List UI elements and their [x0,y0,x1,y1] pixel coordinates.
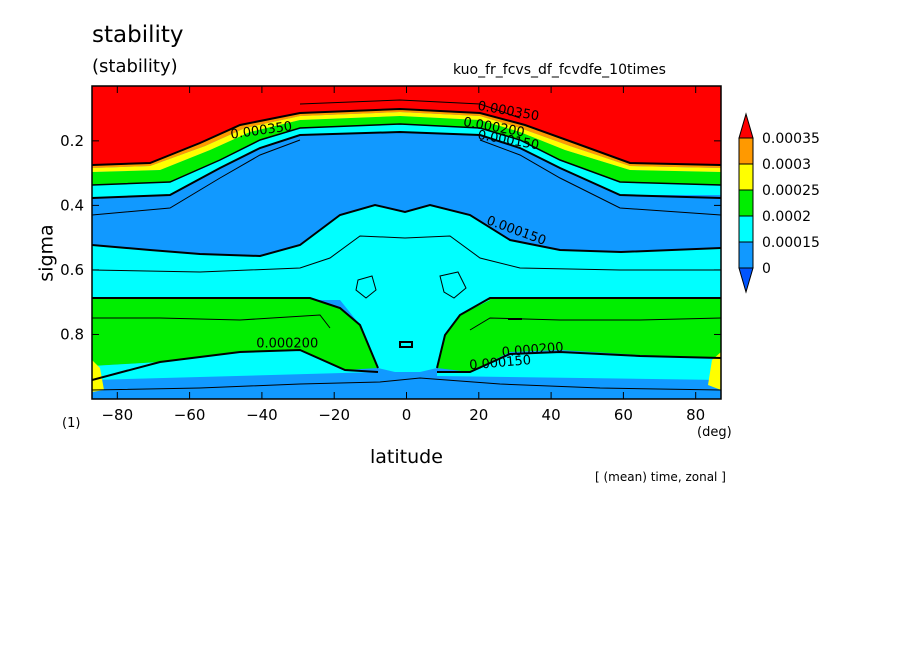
fill-yellow-top [92,112,721,172]
y-tick-label: 0.4 [60,196,84,214]
colorbar-level-label: 0.00035 [762,131,820,147]
chart-title: stability [92,22,184,48]
colorbar-upper-triangle [738,112,754,139]
contour-line-thin-4 [92,139,721,216]
x-tick-label: −20 [318,406,350,424]
x-tick-label: 40 [542,406,561,424]
chart-subtitle: (stability) [92,56,178,77]
contour-line-0.0002-low [92,297,379,369]
y-axis-unit: (1) [62,416,81,431]
contour-line-0.00015-top [92,130,721,199]
contour-line-0.0002-low-right [436,297,721,369]
colorbar-level-label: 0 [762,261,771,277]
fill-cyan-mid [92,205,721,300]
contour-line-thin-3 [92,377,721,391]
fill-red-top [92,86,721,165]
x-tick-label: 80 [686,406,705,424]
contour-closed-1 [355,275,377,299]
y-tick-label: 0.6 [60,261,84,279]
colorbar-level-label: 0.0002 [762,209,811,225]
contour-label: 0.000200 [501,340,564,360]
colorbar-segment [738,163,754,191]
colorbar-segment [738,215,754,243]
x-tick-label: −60 [174,406,206,424]
colorbar-level-label: 0.0003 [762,157,811,173]
footer-note: [ (mean) time, zonal ] [595,470,726,484]
y-tick-label: 0.8 [60,325,84,343]
colorbar-segment [738,137,754,165]
contour-line-0.00015-mid [92,203,721,258]
colorbar-level-label: 0.00015 [762,235,820,251]
contour-line-thin-2 [92,314,721,331]
colorbar-segment [738,189,754,217]
contour-line-0.00035-top [92,107,721,166]
x-axis-label: latitude [370,446,443,468]
contour-label: 0.000150 [469,353,532,373]
x-tick-label: 60 [614,406,633,424]
x-tick-label: 20 [469,406,488,424]
contour-label: 0.000200 [256,336,318,351]
x-tick-label: −40 [246,406,278,424]
x-tick-label: 0 [402,406,412,424]
fill-green-low [92,297,378,370]
fill-green-top [92,116,721,185]
fill-green-low-right [437,297,721,372]
contour-line-0.00015-low [92,348,721,381]
contour-closed-2 [439,271,467,299]
y-tick-label: 0.2 [60,132,84,150]
contour-closed-3 [399,341,413,348]
colorbar-lower-triangle [738,267,754,294]
fill-cyan-low [92,350,721,380]
fill-cyan-central [340,300,490,372]
x-axis-unit: (deg) [697,425,732,440]
fill-yellow-north-pole [708,352,721,390]
contour-line-thin-1 [92,235,721,273]
run-name: kuo_fr_fcvs_df_fcvdfe_10times [453,62,666,78]
contour-line-thin-5 [299,99,521,119]
colorbar-segment [738,241,754,269]
colorbar-level-label: 0.00025 [762,183,820,199]
fill-yellow-south-pole [92,360,104,392]
x-tick-label: −80 [101,406,133,424]
colorbar-legend: 0.00035 0.0003 0.00025 0.0002 0.00015 0 [738,112,820,294]
contour-line-0.0002-top [92,123,721,186]
